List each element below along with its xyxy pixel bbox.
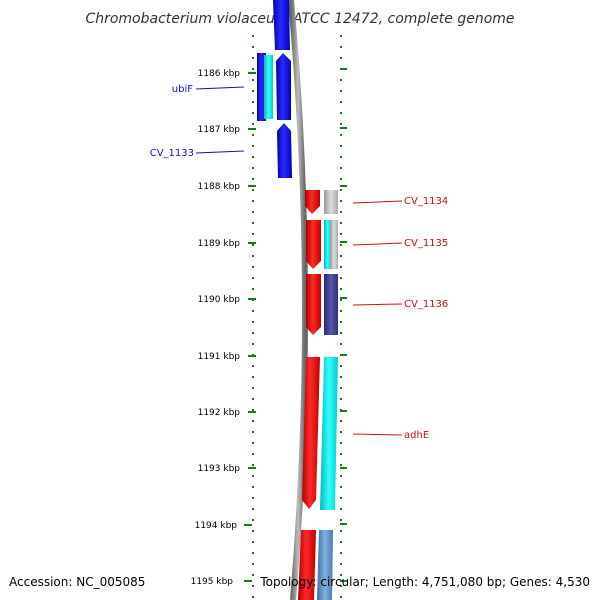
tick-label: 1190 kbp [198,295,241,305]
leader-ubiF [195,86,245,90]
domain-block-cyan [264,55,273,119]
label-leaders [195,86,403,436]
domain-block-blue [257,53,266,121]
tick-label: 1195 kbp [191,577,234,587]
map-title: Chromobacterium violaceum ATCC 12472, co… [85,11,514,27]
tick-label: 1189 kbp [198,239,241,249]
gene-adhE-arrow [302,357,320,509]
gene-ubiF-arrow [276,53,291,120]
gene-cv1134-arrow [305,190,320,214]
gene-label-adhE[interactable]: adhE [404,430,429,441]
tick-label: 1193 kbp [198,464,241,474]
leader-cv1134 [352,200,403,204]
leader-cv1136 [352,303,403,306]
forward-strand-features [257,0,292,178]
gene-label-cv1134[interactable]: CV_1134 [404,196,448,207]
domain-adhE [320,357,338,510]
tick-label: 1187 kbp [198,125,241,135]
accession-text: Accession: NC_005085 [9,575,145,589]
leader-adhE [352,433,403,436]
domain-cv1135-cyan [324,220,331,269]
gene-label-ubiF[interactable]: ubiF [172,84,193,95]
tick-label: 1188 kbp [198,182,241,192]
tick-label: 1191 kbp [198,352,241,362]
topology-text: Topology: circular; Length: 4,751,080 bp… [259,575,590,589]
tick-label: 1186 kbp [198,69,241,79]
gene-labels: ubiF CV_1133 CV_1134 CV_1135 CV_1136 adh… [150,84,449,441]
domain-bottom-steel [317,530,333,600]
leader-cv1135 [352,242,403,246]
gene-cv1133-arrow [277,123,292,178]
gene-label-cv1135[interactable]: CV_1135 [404,238,448,249]
genome-backbone [288,0,309,600]
domain-cv1136 [324,274,338,335]
gene-label-cv1136[interactable]: CV_1136 [404,299,448,310]
gene-cv1136-arrow [306,274,321,335]
tick-label: 1194 kbp [195,521,238,531]
domain-cv1134 [324,190,338,214]
gene-cv1135-arrow [306,220,321,269]
gene-block-top [273,0,290,50]
ruler-ticks [244,68,347,582]
ruler-labels: 1186 kbp 1187 kbp 1188 kbp 1189 kbp 1190… [191,69,241,587]
tick-label: 1192 kbp [198,408,241,418]
domain-cv1135-gray [330,220,338,269]
gene-label-cv1133[interactable]: CV_1133 [150,148,194,159]
gene-bottom-red [298,530,316,600]
leader-cv1133 [195,150,245,154]
reverse-strand-features [298,190,338,600]
